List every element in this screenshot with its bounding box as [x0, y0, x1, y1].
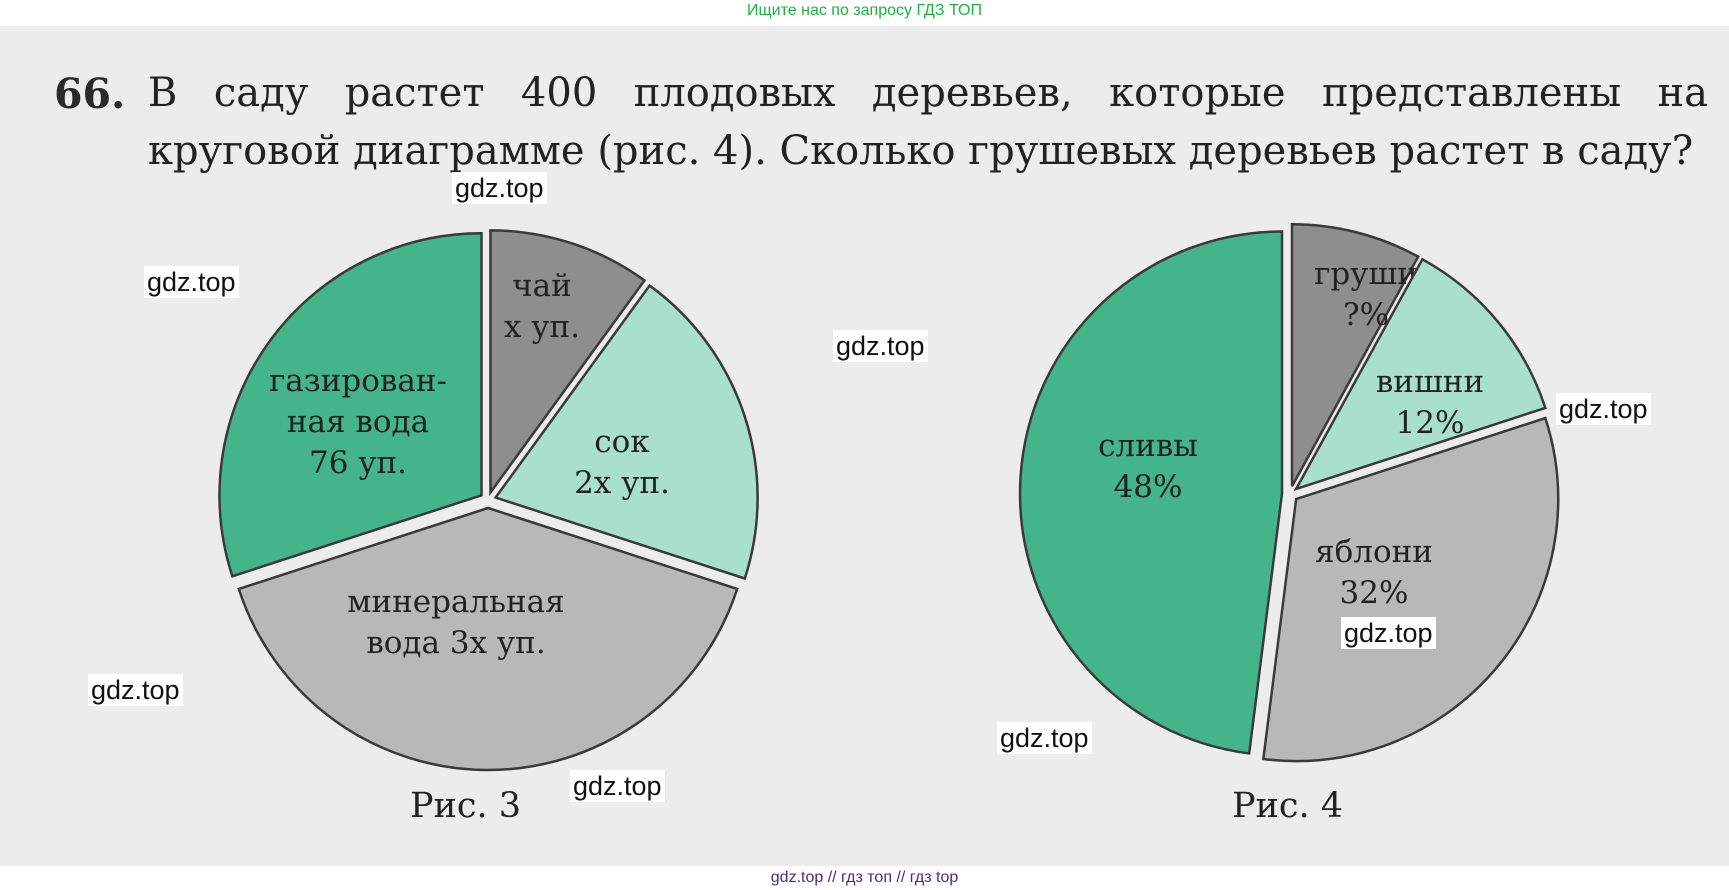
problem-number: 66. [54, 70, 126, 118]
pie-slice-label: сливы 48% [1098, 428, 1198, 505]
pie-slice-label: чай x уп. [504, 268, 580, 345]
top-banner: Ищите нас по запросу ГДЗ ТОП [747, 2, 982, 19]
watermark-text: gdz.top [144, 266, 239, 298]
pie-slice [489, 229, 647, 497]
textbook-page: 66. В саду растет 400 плодовых деревьев,… [0, 26, 1729, 868]
watermark-text: gdz.top [452, 172, 547, 204]
pie-slice-label: яблони 32% [1315, 534, 1433, 611]
problem-text: В саду растет 400 плодовых деревьев, кот… [148, 70, 1708, 174]
watermark-text: gdz.top [88, 674, 183, 706]
pie-slice [1290, 223, 1420, 487]
pie-slice-label: груши?% [1314, 256, 1418, 333]
pie-slice-label: вишни 12% [1376, 364, 1484, 441]
watermark-text: gdz.top [1556, 393, 1651, 425]
pie-slice-label: газирован-ная вода 76 уп. [269, 363, 447, 481]
pie-slice [493, 283, 759, 581]
watermark-text: gdz.top [997, 722, 1092, 754]
pie-slice-label: минеральная вода 3x уп. [347, 584, 564, 661]
watermark-text: gdz.top [570, 770, 665, 802]
pie-slice [218, 232, 483, 578]
pie-charts: чай x уп. сок 2x уп. минеральная вода 3x уп. г… [218, 223, 1560, 772]
caption-fig4: Рис. 4 [1232, 786, 1343, 826]
caption-fig3: Рис. 3 [410, 786, 521, 826]
pie-chart-fig3: чай x уп. сок 2x уп. минеральная вода 3x уп. г… [218, 229, 759, 772]
pie-slice-label: сок 2x уп. [574, 424, 670, 501]
watermark-text: gdz.top [1341, 617, 1436, 649]
bottom-banner: gdz.top // гдз топ // гдз top [0, 866, 1729, 890]
pie-slice [1018, 230, 1284, 755]
pie-slice [237, 506, 739, 772]
pie-slice [1261, 416, 1560, 763]
pie-slice [1293, 257, 1547, 492]
pie-chart-fig4: груши ?% вишни 12% яблони 32% сливы 48% [1018, 223, 1560, 763]
watermark-text: gdz.top [833, 330, 928, 362]
